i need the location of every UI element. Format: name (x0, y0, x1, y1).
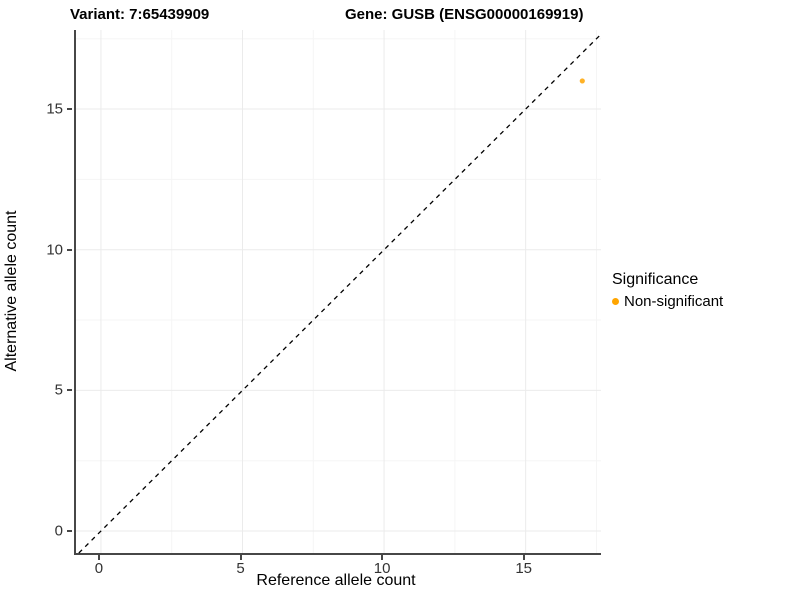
data-point (579, 78, 585, 84)
identity-reference-line (78, 33, 602, 554)
legend-key-dot-icon (612, 298, 619, 305)
y-tick-mark (67, 389, 72, 392)
gene-title: Gene: GUSB (ENSG00000169919) (345, 6, 584, 23)
x-axis-title: Reference allele count (256, 572, 416, 589)
legend-title: Significance (612, 271, 699, 288)
y-tick-mark (67, 108, 72, 111)
y-axis-title: Alternative allele count (3, 210, 20, 372)
variant-title: Variant: 7:65439909 (70, 6, 210, 23)
y-tick-label: 15 (46, 100, 63, 118)
y-tick-label: 0 (54, 522, 63, 540)
x-tick-mark (239, 555, 242, 560)
y-tick-label: 10 (46, 241, 63, 259)
y-tick-mark (67, 530, 72, 533)
scatter-plot-svg (76, 30, 602, 554)
legend-item-label: Non-significant (624, 293, 724, 310)
x-tick-mark (97, 555, 100, 560)
plot-panel (74, 30, 602, 555)
y-tick-mark (67, 248, 72, 251)
x-tick-label: 15 (515, 560, 533, 577)
y-tick-label: 5 (54, 381, 63, 399)
x-tick-label: 5 (236, 560, 245, 577)
x-tick-mark (381, 555, 384, 560)
x-tick-mark (522, 555, 525, 560)
x-tick-label: 10 (373, 560, 391, 577)
legend-item: Non-significant (612, 293, 723, 310)
legend: Significance Non-significant (612, 271, 723, 310)
x-tick-label: 0 (94, 560, 104, 577)
